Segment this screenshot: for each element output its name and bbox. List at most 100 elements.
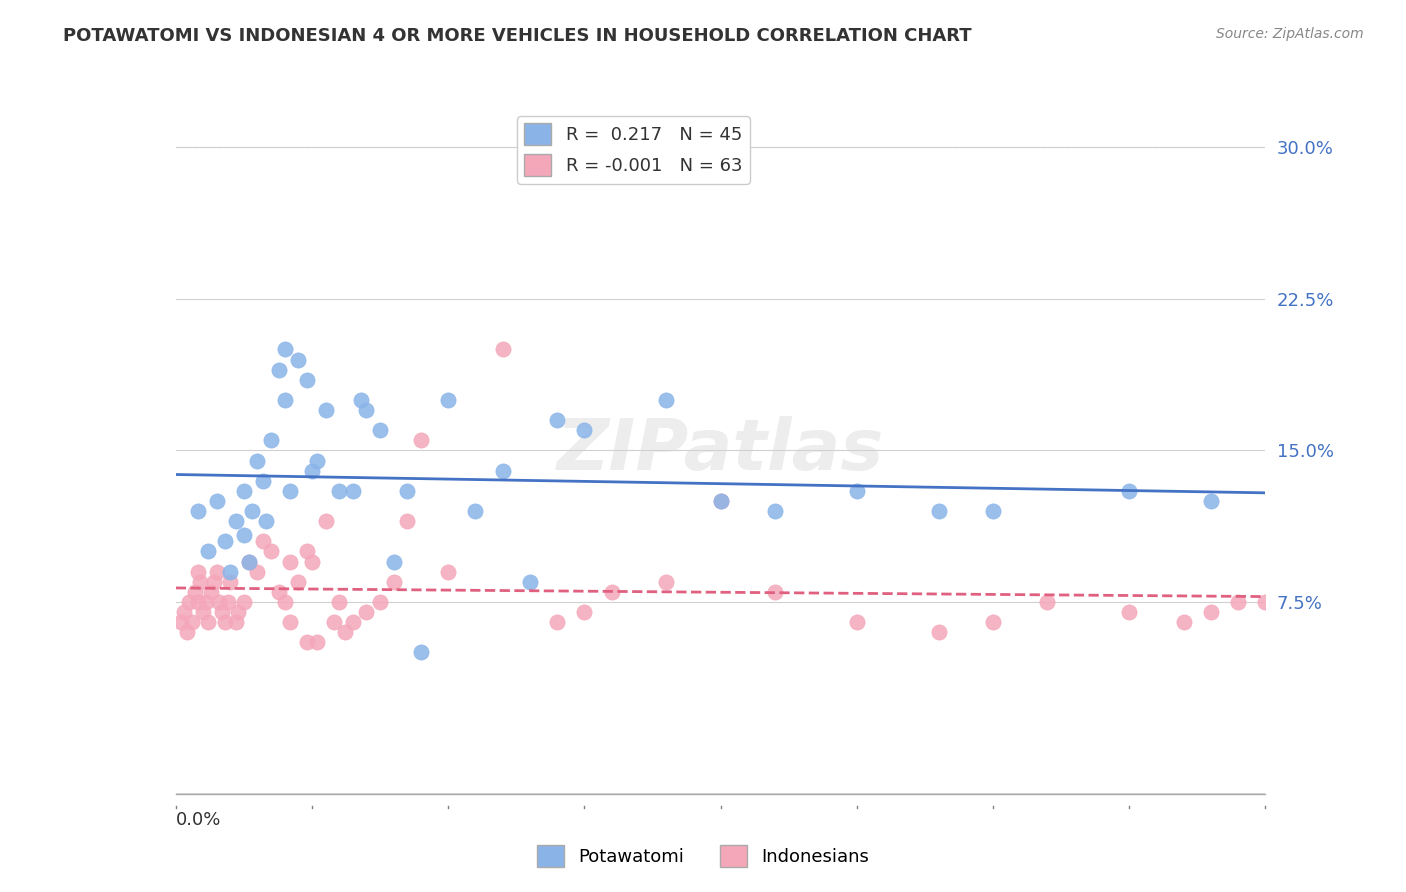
Point: [396, 514, 419, 528]
Point: [600, 585, 623, 599]
Point: [315, 514, 337, 528]
Point: [238, 555, 260, 569]
Point: [238, 555, 260, 569]
Point: [197, 615, 219, 630]
Point: [240, 504, 263, 518]
Point: [176, 625, 198, 640]
Point: [225, 514, 247, 528]
Point: [409, 645, 432, 659]
Point: [214, 534, 236, 549]
Point: [655, 574, 678, 589]
Point: [225, 615, 247, 630]
Point: [295, 373, 318, 387]
Point: [301, 464, 323, 478]
Point: [274, 343, 297, 357]
Point: [342, 483, 364, 498]
Point: [437, 565, 460, 579]
Point: [260, 434, 283, 448]
Point: [1036, 595, 1059, 609]
Point: [368, 423, 391, 437]
Point: [464, 504, 486, 518]
Point: [246, 565, 269, 579]
Point: [254, 514, 277, 528]
Point: [186, 595, 209, 609]
Point: [191, 605, 214, 619]
Point: [205, 565, 228, 579]
Point: [1118, 483, 1140, 498]
Point: [208, 595, 231, 609]
Point: [396, 483, 419, 498]
Point: [252, 474, 274, 488]
Point: [492, 343, 515, 357]
Point: [219, 565, 242, 579]
Point: [1173, 615, 1195, 630]
Point: [928, 625, 950, 640]
Point: [278, 555, 301, 569]
Point: [328, 595, 350, 609]
Point: [928, 504, 950, 518]
Point: [194, 595, 217, 609]
Point: [1254, 595, 1277, 609]
Point: [409, 434, 432, 448]
Point: [232, 528, 254, 542]
Point: [278, 615, 301, 630]
Point: [845, 483, 868, 498]
Point: [315, 403, 337, 417]
Point: [170, 615, 193, 630]
Point: [1199, 605, 1222, 619]
Point: [228, 605, 250, 619]
Legend: Potawatomi, Indonesians: Potawatomi, Indonesians: [529, 838, 877, 874]
Text: POTAWATOMI VS INDONESIAN 4 OR MORE VEHICLES IN HOUSEHOLD CORRELATION CHART: POTAWATOMI VS INDONESIAN 4 OR MORE VEHIC…: [63, 27, 972, 45]
Point: [574, 423, 596, 437]
Point: [232, 483, 254, 498]
Point: [186, 565, 209, 579]
Text: Source: ZipAtlas.com: Source: ZipAtlas.com: [1216, 27, 1364, 41]
Point: [186, 504, 209, 518]
Point: [307, 635, 329, 649]
Point: [184, 585, 207, 599]
Text: 0.0%: 0.0%: [176, 811, 221, 829]
Point: [710, 494, 733, 508]
Point: [356, 403, 378, 417]
Point: [307, 453, 329, 467]
Point: [382, 555, 405, 569]
Point: [202, 574, 225, 589]
Point: [437, 392, 460, 407]
Point: [217, 595, 239, 609]
Point: [492, 464, 515, 478]
Point: [1227, 595, 1250, 609]
Point: [252, 534, 274, 549]
Point: [232, 595, 254, 609]
Point: [333, 625, 356, 640]
Point: [519, 574, 541, 589]
Point: [845, 615, 868, 630]
Point: [382, 574, 405, 589]
Text: ZIPatlas: ZIPatlas: [557, 416, 884, 485]
Point: [350, 392, 373, 407]
Point: [655, 392, 678, 407]
Point: [287, 574, 309, 589]
Point: [981, 615, 1004, 630]
Point: [295, 635, 318, 649]
Point: [981, 504, 1004, 518]
Point: [295, 544, 318, 558]
Point: [188, 574, 211, 589]
Point: [200, 585, 222, 599]
Point: [322, 615, 344, 630]
Point: [274, 392, 297, 407]
Point: [219, 574, 242, 589]
Point: [181, 615, 204, 630]
Point: [368, 595, 391, 609]
Point: [269, 362, 291, 376]
Point: [246, 453, 269, 467]
Point: [287, 352, 309, 367]
Point: [546, 413, 568, 427]
Point: [574, 605, 596, 619]
Point: [763, 585, 786, 599]
Point: [211, 605, 233, 619]
Point: [205, 494, 228, 508]
Point: [710, 494, 733, 508]
Point: [197, 544, 219, 558]
Point: [301, 555, 323, 569]
Point: [342, 615, 364, 630]
